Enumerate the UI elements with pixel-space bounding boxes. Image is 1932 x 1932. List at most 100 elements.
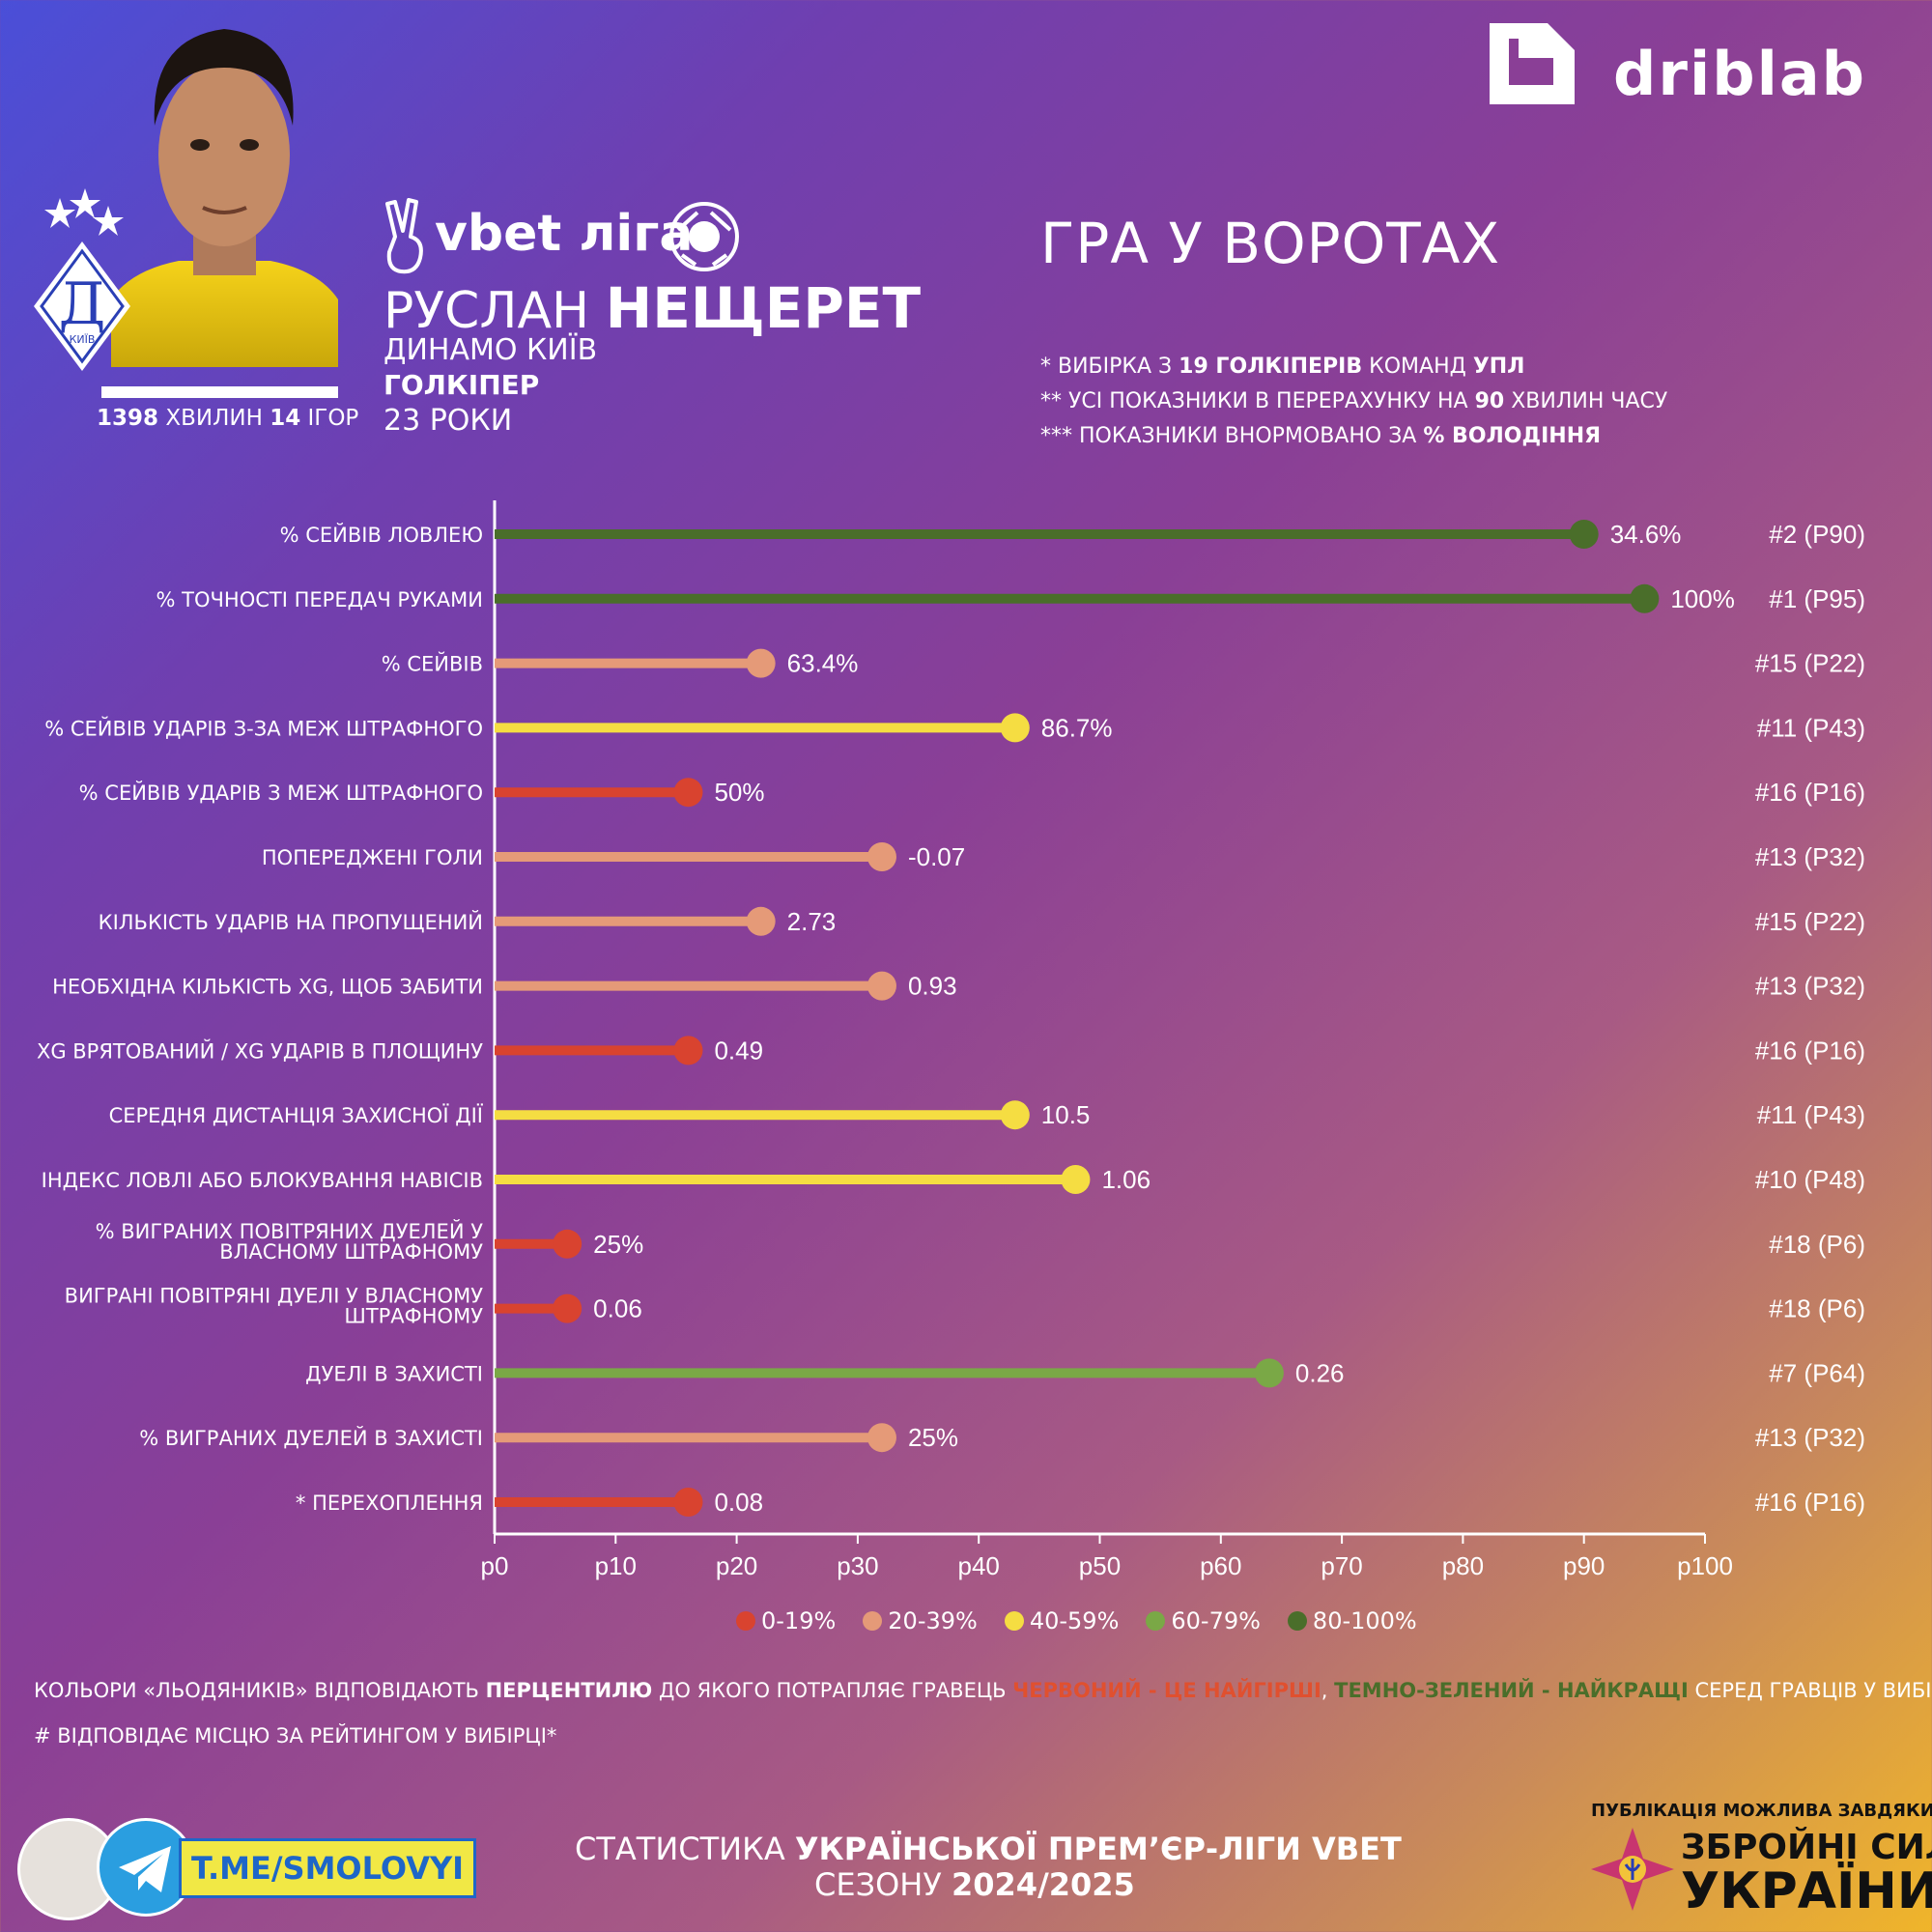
lollipop-dot: [553, 1229, 582, 1259]
legend-dot: [1287, 1611, 1307, 1631]
rank-label: #15 (P22): [1755, 649, 1865, 678]
support-text: ПУБЛІКАЦІЯ МОЖЛИВА ЗАВДЯКИ:: [1591, 1801, 1932, 1821]
legend-dot: [863, 1611, 883, 1631]
rank-label: #11 (P43): [1757, 713, 1865, 742]
x-tick-label: p30: [837, 1551, 878, 1580]
metric-label: % ВИГРАНИХ ПОВІТРЯНИХ ДУЕЛЕЙ У ВЛАСНОМУ Ш…: [96, 1219, 484, 1264]
value-label: 0.06: [593, 1294, 642, 1323]
driblab-logo-icon: [1490, 23, 1575, 104]
rank-label: #13 (P32): [1755, 842, 1865, 871]
note-3: *** ПОКАЗНИКИ ВНОРМОВАНО ЗА % ВОЛОДІННЯ: [1040, 424, 1602, 448]
player-club: ДИНАМО КИЇВ: [384, 333, 598, 367]
rank-label: #11 (P43): [1757, 1100, 1865, 1129]
value-label: 10.5: [1041, 1100, 1091, 1129]
metric-label: СЕРЕДНЯ ДИСТАНЦІЯ ЗАХИСНОЇ ДІЇ: [109, 1103, 484, 1127]
rank-label: #15 (P22): [1755, 907, 1865, 936]
x-tick-label: p0: [481, 1551, 509, 1580]
value-label: 25%: [593, 1230, 643, 1259]
legend-item: 60-79%: [1146, 1607, 1261, 1634]
lollipop-dot: [1630, 583, 1660, 613]
rank-label: #2 (P90): [1769, 520, 1865, 549]
x-tick-label: p50: [1079, 1551, 1121, 1580]
x-tick-label: p70: [1321, 1551, 1362, 1580]
metric-label: % СЕЙВІВ УДАРІВ З МЕЖ ШТРАФНОГО: [79, 781, 483, 805]
lollipop-dot: [746, 648, 776, 678]
lollipop-dot: [673, 1488, 703, 1517]
club-crest-label: КИЇВ: [70, 333, 96, 346]
lollipop-dot: [1569, 520, 1599, 549]
lollipop-dot: [1000, 1100, 1030, 1130]
legend-label: 80-100%: [1312, 1607, 1417, 1634]
brand-name: driblab: [1613, 39, 1867, 109]
lollipop-dot: [673, 778, 703, 808]
note-2: ** УСІ ПОКАЗНИКИ В ПЕРЕРАХУНКУ НА 90 ХВИ…: [1040, 389, 1668, 413]
footer-title: СТАТИСТИКА УКРАЇНСЬКОЇ ПРЕМ’ЄР-ЛІГИ VBET: [575, 1831, 1402, 1867]
footnote-colors: КОЛЬОРИ «ЛЬОДЯНИКІВ» ВІДПОВІДАЮТЬ ПЕРЦЕН…: [34, 1679, 1932, 1702]
legend-label: 40-59%: [1029, 1607, 1120, 1634]
player-photo: [111, 29, 338, 367]
rank-label: #1 (P95): [1769, 584, 1865, 613]
rank-label: #16 (P16): [1755, 1036, 1865, 1065]
league-ball-icon: [669, 202, 739, 271]
zsu-emblem-icon: [1591, 1828, 1674, 1911]
footer-season: СЕЗОНУ 2024/2025: [814, 1866, 1135, 1903]
metric-label: ІНДЕКС ЛОВЛІ АБО БЛОКУВАННЯ НАВІСІВ: [42, 1169, 483, 1192]
legend-item: 40-59%: [1004, 1607, 1120, 1634]
rank-label: #16 (P16): [1755, 778, 1865, 807]
rank-label: #13 (P32): [1755, 972, 1865, 1001]
x-tick-label: p60: [1200, 1551, 1241, 1580]
x-tick-label: p100: [1677, 1551, 1733, 1580]
legend-dot: [736, 1611, 755, 1631]
minutes-games: 1398 ХВИЛИН 14 ІГОР: [97, 406, 359, 431]
lollipop-dot: [746, 906, 776, 936]
legend-item: 0-19%: [736, 1607, 836, 1634]
rank-label: #18 (P6): [1769, 1230, 1865, 1259]
lollipop-dot: [1254, 1358, 1284, 1388]
metric-label: % ТОЧНОСТІ ПЕРЕДАЧ РУКАМИ: [156, 588, 483, 611]
chart-legend: 0-19% 20-39% 40-59% 60-79% 80-100%: [736, 1607, 1444, 1634]
value-label: 50%: [714, 778, 764, 807]
metric-label: ВИГРАНІ ПОВІТРЯНІ ДУЕЛІ У ВЛАСНОМУ ШТРАФН…: [65, 1285, 484, 1328]
value-label: 100%: [1670, 584, 1735, 613]
metric-label: НЕОБХІДНА КІЛЬКІСТЬ XG, ЩОБ ЗАБИТИ: [52, 976, 483, 999]
value-label: 86.7%: [1041, 713, 1113, 742]
legend-dot: [1004, 1611, 1024, 1631]
metric-label: ДУЕЛІ В ЗАХИСТІ: [305, 1362, 483, 1385]
value-label: 25%: [908, 1423, 958, 1452]
league-name: vbet ліга: [435, 205, 694, 263]
x-tick-label: p80: [1442, 1551, 1484, 1580]
metric-label: XG ВРЯТОВАНИЙ / XG УДАРІВ В ПЛОЩИНУ: [37, 1038, 483, 1063]
x-tick-label: p40: [958, 1551, 1000, 1580]
note-1: * ВИБІРКА З 19 ГОЛКІПЕРІВ КОМАНД УПЛ: [1040, 355, 1525, 379]
lollipop-dot: [553, 1293, 582, 1323]
metric-label: % СЕЙВІВ УДАРІВ З-ЗА МЕЖ ШТРАФНОГО: [44, 716, 483, 740]
club-crest-icon: Д КИЇВ: [34, 188, 130, 371]
lollipop-dot: [673, 1036, 703, 1065]
metric-label: % ВИГРАНИХ ДУЕЛЕЙ В ЗАХИСТІ: [139, 1426, 483, 1450]
lollipop-dot: [867, 842, 896, 871]
metric-label: % СЕЙВІВ: [382, 652, 483, 676]
x-tick-label: p20: [716, 1551, 757, 1580]
victory-hand-icon: [385, 198, 423, 274]
zsu-line-2: УКРАЇНИ: [1681, 1862, 1932, 1920]
lollipop-dot: [867, 1423, 896, 1453]
rank-label: #16 (P16): [1755, 1488, 1865, 1517]
lollipop-dot: [867, 971, 896, 1001]
lollipop-dot: [1000, 713, 1030, 743]
telegram-link[interactable]: T.ME/SMOLOVYI: [179, 1838, 477, 1898]
player-position: ГОЛКІПЕР: [384, 369, 540, 401]
value-label: 0.49: [714, 1036, 763, 1065]
section-title: ГРА У ВОРОТАХ: [1040, 211, 1501, 276]
metric-label: КІЛЬКІСТЬ УДАРІВ НА ПРОПУЩЕНИЙ: [99, 910, 483, 934]
percentile-chart: p0 p10 p20 p30 p40 p50 p60 p70 p80 p90 p100 34.6% #2…: [37, 500, 1865, 1580]
metric-label: ПОПЕРЕДЖЕНІ ГОЛИ: [262, 846, 483, 869]
legend-item: 80-100%: [1287, 1607, 1417, 1634]
footnote-rank: # ВІДПОВІДАЄ МІСЦЮ ЗА РЕЙТИНГОМ У ВИБІРЦ…: [34, 1724, 557, 1747]
metric-label: * ПЕРЕХОПЛЕННЯ: [296, 1492, 483, 1515]
value-label: 34.6%: [1610, 520, 1682, 549]
legend-dot: [1146, 1611, 1166, 1631]
value-label: 63.4%: [787, 649, 859, 678]
paper-plane-icon: [119, 1846, 171, 1892]
rank-label: #13 (P32): [1755, 1423, 1865, 1452]
player-age: 23 РОКИ: [384, 404, 513, 438]
